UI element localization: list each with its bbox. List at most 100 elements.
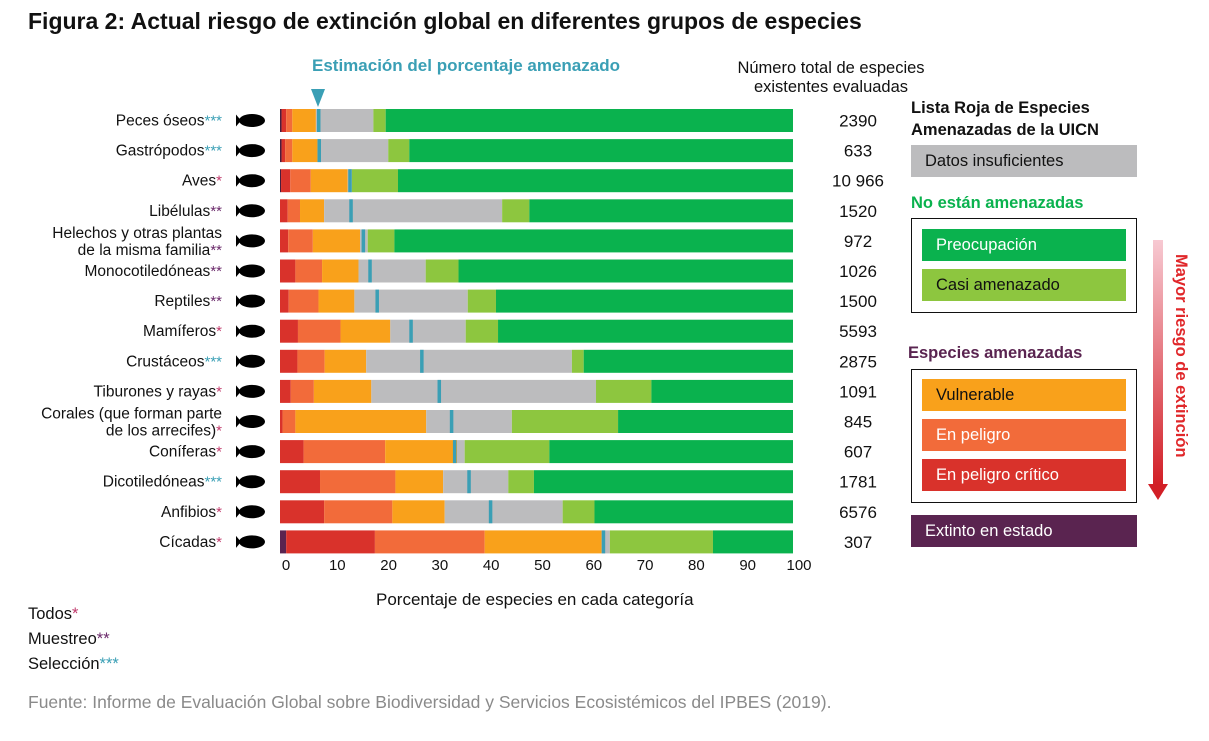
bar-segment-lc <box>495 289 793 313</box>
bar-segment-en <box>282 410 296 433</box>
category-star: ** <box>210 263 222 280</box>
category-labels: Peces óseos***Gastrópodos***Aves*Libélul… <box>41 113 222 551</box>
x-tick-labels: 0 10 20 30 40 50 60 70 80 90 100 <box>282 557 812 574</box>
species-silhouette-icon <box>236 294 265 308</box>
estimate-marker <box>449 410 454 433</box>
x-tick-label: 100 <box>786 557 811 574</box>
x-tick-label: 50 <box>534 557 551 574</box>
category-label: Coníferas* <box>149 444 222 461</box>
category-star: * <box>216 423 222 440</box>
bar-segment-cr <box>280 229 289 253</box>
bar-segment-cr <box>280 199 288 223</box>
species-silhouette-icon <box>236 475 265 489</box>
species-counts: 2390 633 10 966 1520 972 1026 1500 5593 2875 1091… <box>832 112 884 552</box>
legend-dd: Datos insuficientes <box>911 145 1137 177</box>
bar-segment-ew <box>280 530 287 554</box>
species-silhouette-icon <box>236 415 265 428</box>
species-silhouette-icon <box>236 505 265 519</box>
species-count: 2875 <box>839 352 877 371</box>
note-selection: Selección*** <box>28 655 119 674</box>
species-silhouette-icon <box>236 384 265 398</box>
legend-vu: Vulnerable <box>922 379 1126 411</box>
category-star: * <box>216 173 222 190</box>
bar-segment-dd <box>444 500 563 524</box>
bar-segment-cr <box>280 500 325 524</box>
legend-threatened-title: Especies amenazadas <box>908 344 1083 362</box>
legend-title: Lista Roja de Especies Amenazadas de la … <box>911 99 1099 139</box>
category-label-line: Anfibios <box>161 504 216 521</box>
bar-segment-en <box>297 349 325 373</box>
bar-segment-lc <box>394 229 793 253</box>
total-species-header: Número total de especies existentes eval… <box>737 59 925 96</box>
bar-segment-vu <box>385 440 457 464</box>
category-star: * <box>216 504 222 521</box>
x-tick-label: 60 <box>585 557 602 574</box>
category-star: *** <box>204 113 222 130</box>
estimate-marker <box>488 500 493 524</box>
note-selection-label: Selección <box>28 655 100 673</box>
category-star: *** <box>204 353 222 370</box>
legend-ew: Extinto en estado <box>911 515 1137 547</box>
bar-segment-cr <box>280 259 296 283</box>
estimate-marker <box>601 530 606 554</box>
bar-segment-nt <box>373 109 386 132</box>
bar-segment-nt <box>367 229 395 253</box>
bar-segment-dd <box>371 379 597 403</box>
bar-segment-vu <box>318 289 355 313</box>
x-tick-label: 40 <box>483 557 500 574</box>
legend-not-threatened-title: No están amenazadas <box>911 194 1084 212</box>
risk-label-text: Mayor riesgo de extinción <box>1172 254 1190 458</box>
category-label: Reptiles** <box>154 293 222 310</box>
note-sample-label: Muestreo <box>28 630 97 648</box>
species-count: 1026 <box>839 262 877 281</box>
category-label-line: Aves <box>182 173 216 190</box>
category-label: Cícadas* <box>159 534 222 551</box>
bar-segment-lc <box>618 410 793 433</box>
bar-segment-vu <box>395 470 444 494</box>
note-sample-star: ** <box>96 630 110 648</box>
estimate-label: Estimación del porcentaje amenazado <box>312 56 620 75</box>
bar-segment-nt <box>351 169 398 193</box>
species-silhouette-icon <box>236 234 265 248</box>
bar-segment-en <box>320 470 396 494</box>
category-label-line: Coníferas <box>149 444 216 461</box>
species-icons <box>236 114 265 549</box>
bar-segment-dd <box>324 199 503 223</box>
x-tick-label: 70 <box>637 557 654 574</box>
bar-segment-vu <box>300 199 325 223</box>
bar-segment-nt <box>502 199 530 223</box>
bar-segment-vu <box>484 530 602 554</box>
bar-segment-lc <box>397 169 793 193</box>
bar-segment-lc <box>583 349 793 373</box>
x-tick-label: 30 <box>432 557 449 574</box>
bar-segment-cr <box>280 379 291 403</box>
category-star: * <box>216 444 222 461</box>
bar-segment-vu <box>295 410 427 433</box>
note-sample: Muestreo** <box>28 630 110 649</box>
note-all-star: * <box>72 605 79 623</box>
bar-segment-nt <box>571 349 584 373</box>
species-count: 607 <box>844 443 872 462</box>
bar-segment-en <box>290 379 314 403</box>
note-all: Todos* <box>28 605 78 624</box>
category-star: *** <box>204 143 222 160</box>
bar-segment-vu <box>392 500 445 524</box>
bar-segment-cr <box>281 109 287 132</box>
category-label-line: Mamíferos <box>143 323 216 340</box>
species-count: 633 <box>844 142 872 161</box>
bar-segment-lc <box>498 319 793 343</box>
legend-cr: En peligro crítico <box>922 459 1126 491</box>
category-label-line: de la misma familia <box>78 242 211 259</box>
bar-segment-dd <box>354 289 468 313</box>
bar-segment-cr <box>280 349 298 373</box>
bar-segment-ex <box>280 139 282 163</box>
bar-segment-nt <box>511 410 619 433</box>
species-silhouette-icon <box>236 114 265 127</box>
bar-segment-en <box>374 530 485 554</box>
bar-segment-vu <box>324 349 367 373</box>
estimate-marker <box>316 109 321 132</box>
bar-segment-ex <box>280 109 282 132</box>
bar-segment-lc <box>409 139 793 163</box>
bar-segment-lc <box>651 379 793 403</box>
category-label-line: Helechos y otras plantas <box>52 225 222 242</box>
